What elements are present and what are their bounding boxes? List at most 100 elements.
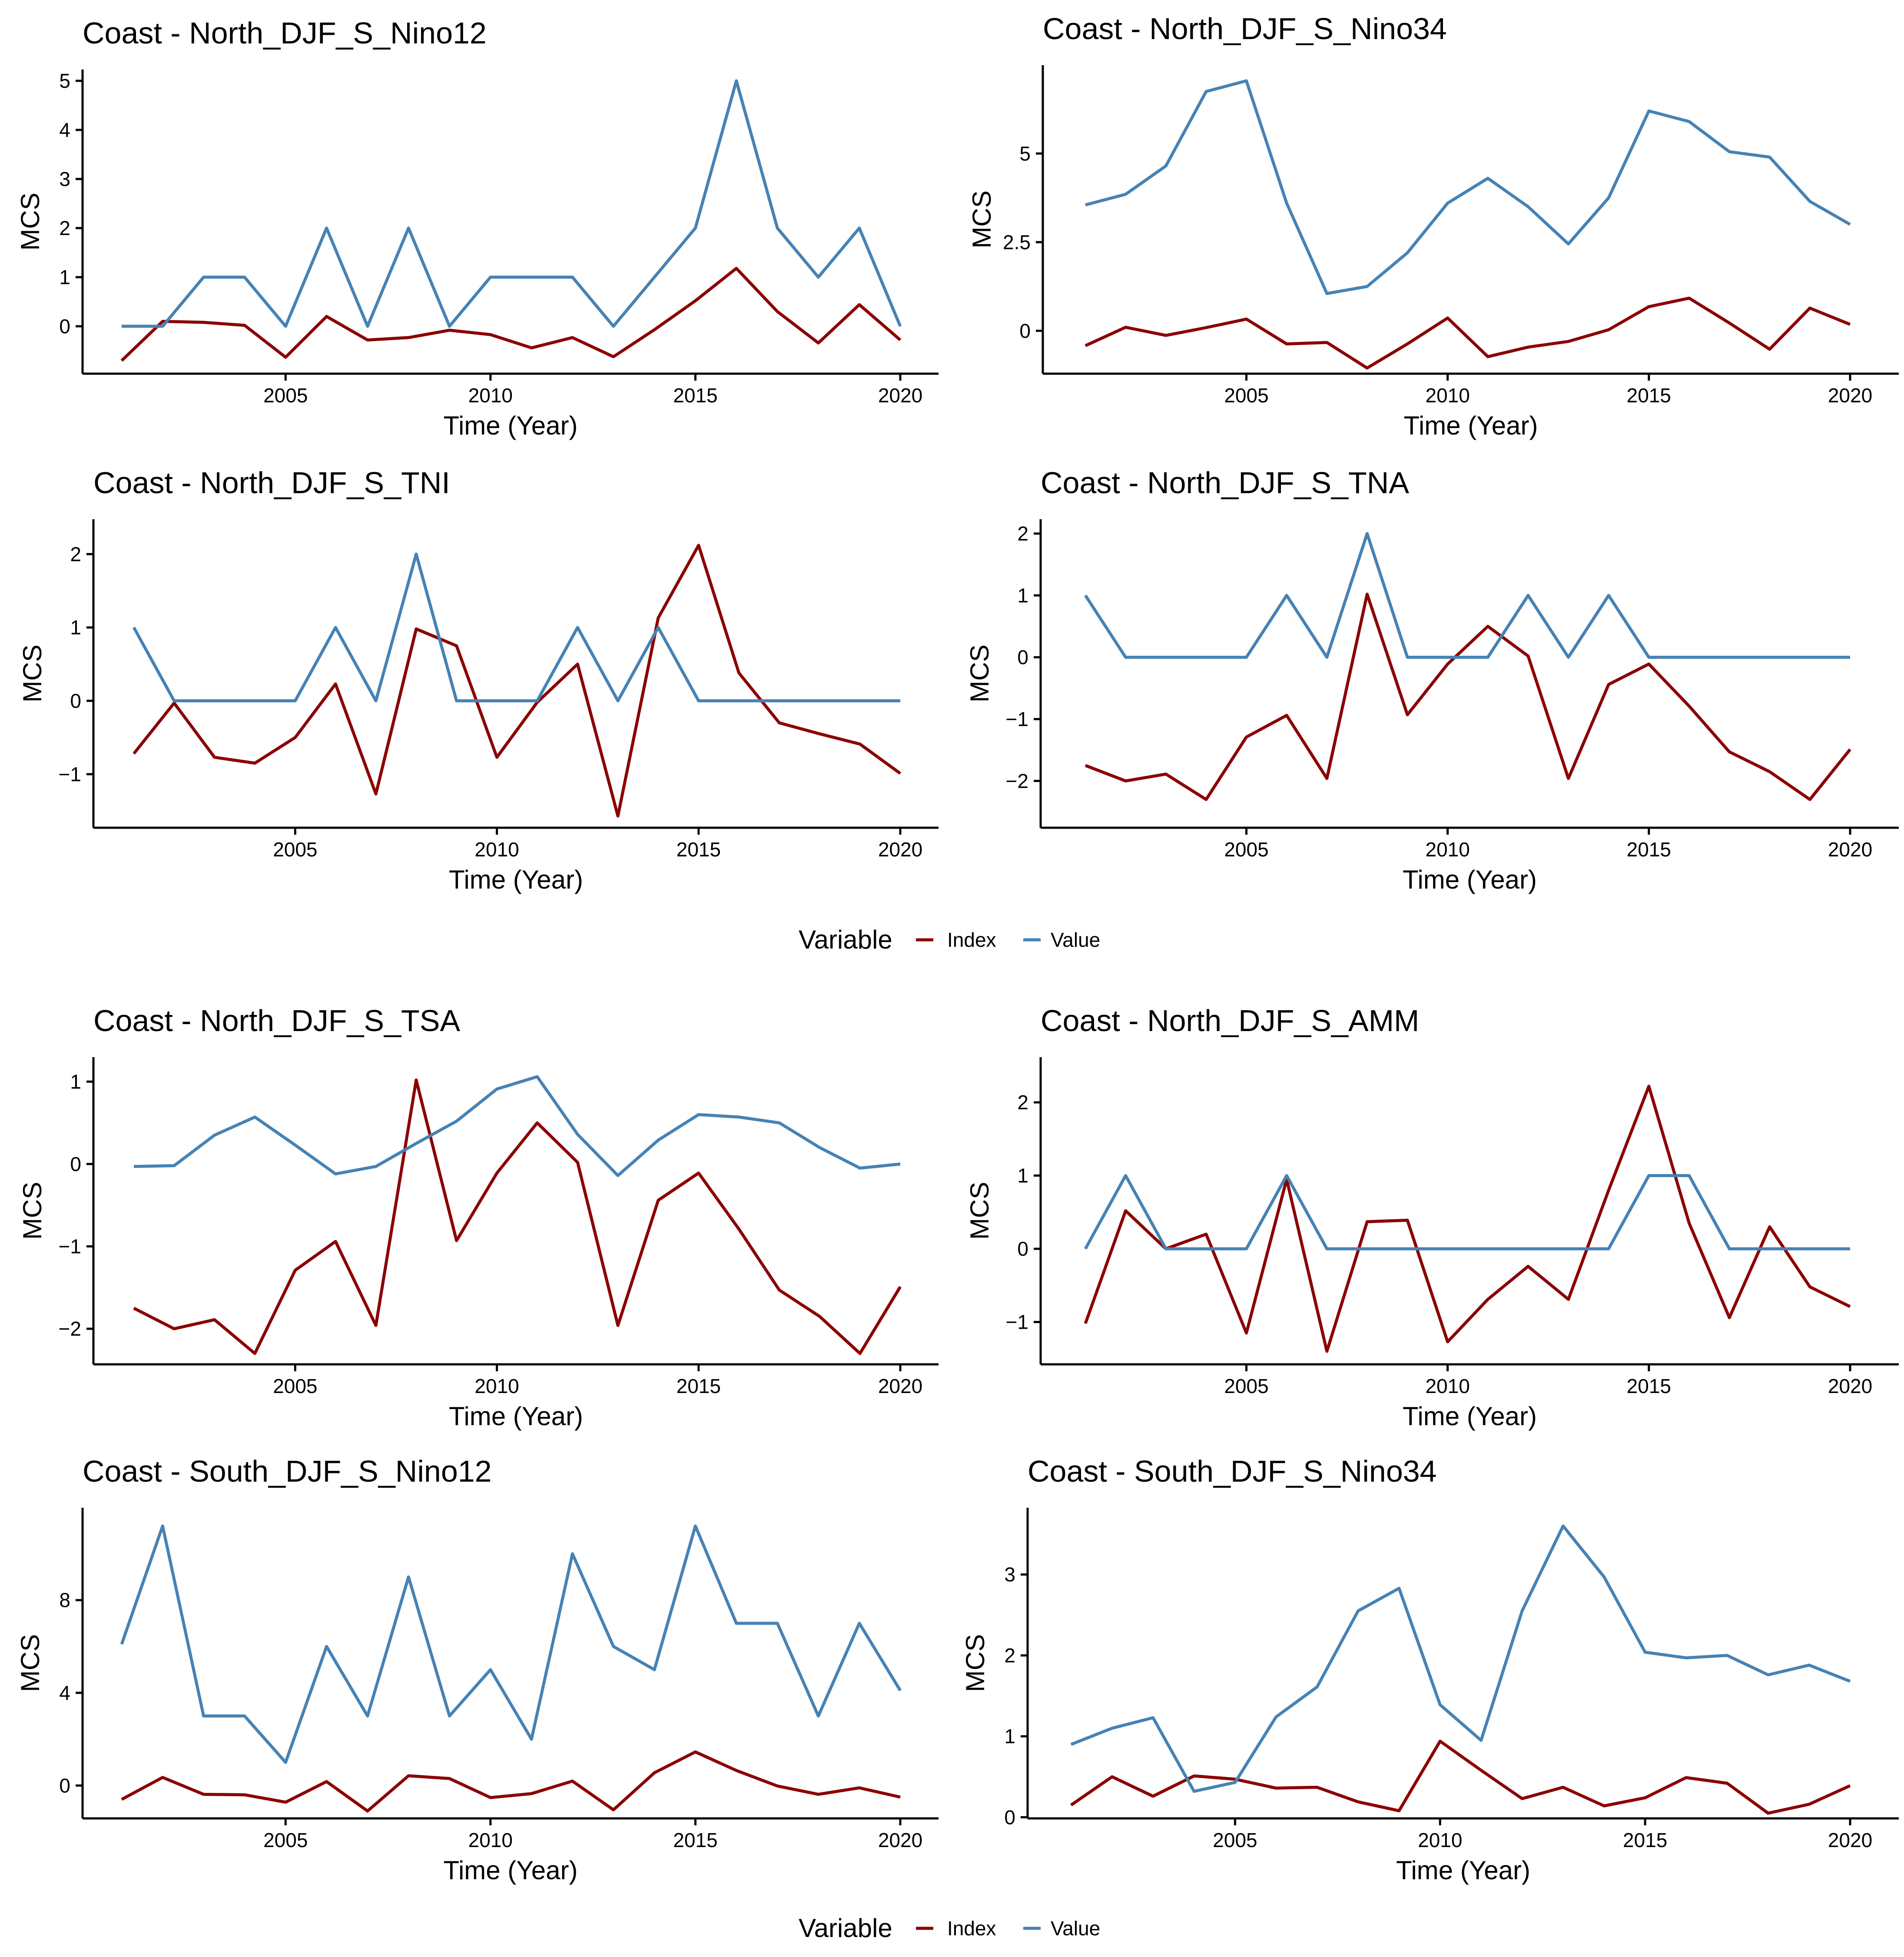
- legend-label-index: Index: [947, 929, 996, 951]
- y-tick-label: 5: [1019, 142, 1031, 165]
- x-tick-label: 2010: [1426, 384, 1470, 407]
- y-tick-label: 0: [1004, 1806, 1015, 1828]
- x-tick-label: 2010: [474, 1375, 519, 1397]
- y-tick-label: 0: [70, 690, 81, 712]
- x-tick-label: 2020: [1828, 1829, 1872, 1851]
- y-tick-label: −1: [1006, 1311, 1028, 1333]
- x-tick-label: 2010: [474, 838, 519, 861]
- panel-title: Coast - South_DJF_S_Nino12: [83, 1454, 492, 1488]
- y-tick-label: 2: [59, 217, 70, 239]
- y-axis-label: MCS: [965, 644, 994, 702]
- y-tick-label: 0: [1017, 1237, 1028, 1260]
- y-tick-label: −2: [1006, 770, 1028, 792]
- panel-coast-north-djf-s-tni: Coast - North_DJF_S_TNI −1 0 1 2 2005 2010 2015…: [18, 466, 939, 894]
- y-tick-label: −1: [1006, 708, 1028, 730]
- y-tick-label: 1: [1004, 1725, 1015, 1748]
- y-tick-label: −2: [59, 1317, 81, 1340]
- y-tick-label: 0: [59, 1774, 70, 1797]
- y-tick-label: 2: [1017, 1091, 1028, 1114]
- panel-title: Coast - North_DJF_S_Nino12: [83, 16, 487, 50]
- x-tick-label: 2010: [1426, 838, 1470, 861]
- legend: Variable Index Value: [799, 925, 1100, 954]
- panel-coast-north-djf-s-tsa: Coast - North_DJF_S_TSA −2 −1 0 1 2005 2010 201…: [18, 1004, 939, 1431]
- y-tick-label: 4: [59, 1682, 70, 1704]
- y-axis-label: MCS: [965, 1182, 994, 1240]
- panel-title: Coast - North_DJF_S_TNA: [1041, 466, 1409, 500]
- x-tick-label: 2020: [878, 838, 922, 861]
- y-tick-label: 0: [70, 1153, 81, 1175]
- panel-title: Coast - North_DJF_S_AMM: [1041, 1004, 1419, 1038]
- x-tick-label: 2005: [1224, 384, 1268, 407]
- y-tick-label: 2: [1017, 522, 1028, 545]
- y-tick-label: 1: [70, 1070, 81, 1093]
- x-tick-label: 2010: [1426, 1375, 1470, 1397]
- x-axis-label: Time (Year): [444, 411, 578, 440]
- y-tick-label: 1: [59, 266, 70, 289]
- legend-label-value: Value: [1051, 1917, 1100, 1940]
- x-axis-label: Time (Year): [449, 865, 583, 894]
- series-line-index: [1070, 1739, 1851, 1815]
- y-tick-label: 0: [1019, 319, 1031, 342]
- x-tick-label: 2005: [263, 1829, 308, 1851]
- series-line-index: [1084, 1085, 1851, 1353]
- y-tick-label: 1: [1017, 1164, 1028, 1187]
- x-tick-label: 2010: [468, 384, 513, 407]
- x-tick-label: 2015: [677, 1375, 721, 1397]
- x-tick-label: 2020: [1828, 1375, 1872, 1397]
- series-line-value: [120, 1524, 902, 1764]
- legend-label-index: Index: [947, 1917, 996, 1940]
- legend-label-value: Value: [1051, 929, 1100, 951]
- panel-coast-north-djf-s-nino12: Coast - North_DJF_S_Nino12 0 1 2 3 4 5 2005 2010…: [16, 16, 939, 440]
- series-line-value: [132, 552, 900, 703]
- series-line-value: [1084, 1174, 1850, 1250]
- series-line-value: [122, 79, 902, 328]
- panel-coast-south-djf-s-nino34: Coast - South_DJF_S_Nino34 0 1 2 3 2005 2010 20…: [961, 1454, 1899, 1885]
- series-line-index: [133, 1078, 902, 1355]
- series-line-index: [120, 267, 902, 362]
- x-tick-label: 2005: [1224, 838, 1268, 861]
- y-tick-label: 0: [59, 315, 70, 338]
- panel-coast-north-djf-s-nino34: Coast - North_DJF_S_Nino34 0 2.5 5 2005 2010 2…: [967, 12, 1899, 440]
- y-axis-label: MCS: [16, 1634, 45, 1692]
- panel-coast-north-djf-s-tna: Coast - North_DJF_S_TNA −2 −1 0 1 2 2005 2010 20…: [965, 466, 1899, 894]
- x-tick-label: 2010: [468, 1829, 513, 1851]
- x-axis-label: Time (Year): [1403, 1402, 1537, 1431]
- y-tick-label: 1: [1017, 584, 1028, 607]
- x-tick-label: 2015: [1627, 838, 1671, 861]
- y-tick-label: 8: [59, 1589, 70, 1612]
- panel-title: Coast - South_DJF_S_Nino34: [1028, 1454, 1437, 1488]
- x-tick-label: 2015: [1627, 384, 1671, 407]
- x-axis-label: Time (Year): [444, 1856, 578, 1885]
- y-tick-label: 3: [59, 168, 70, 190]
- y-tick-label: 2: [70, 543, 81, 565]
- legend-title: Variable: [799, 1914, 892, 1943]
- series-line-index: [1085, 593, 1851, 801]
- x-tick-label: 2010: [1418, 1829, 1462, 1851]
- x-tick-label: 2015: [1627, 1375, 1671, 1397]
- x-tick-label: 2020: [878, 1375, 922, 1397]
- panel-title: Coast - North_DJF_S_Nino34: [1043, 12, 1447, 46]
- panel-title: Coast - North_DJF_S_TNI: [93, 466, 450, 500]
- y-tick-label: −1: [59, 1235, 81, 1258]
- series-line-index: [1085, 296, 1851, 370]
- x-axis-label: Time (Year): [1396, 1856, 1530, 1885]
- y-tick-label: 5: [59, 70, 70, 92]
- y-tick-label: 1: [70, 616, 81, 639]
- panel-coast-south-djf-s-nino12: Coast - South_DJF_S_Nino12 0 4 8 2005 2010 201…: [16, 1454, 939, 1885]
- x-tick-label: 2005: [263, 384, 308, 407]
- series-line-value: [1070, 1524, 1851, 1793]
- legend: Variable Index Value: [799, 1914, 1100, 1943]
- x-tick-label: 2015: [673, 1829, 717, 1851]
- x-tick-label: 2015: [673, 384, 717, 407]
- series-line-value: [1085, 79, 1851, 295]
- legend-title: Variable: [799, 925, 892, 954]
- y-tick-label: 2.5: [1003, 231, 1031, 253]
- y-tick-label: −1: [59, 763, 81, 786]
- y-tick-label: 3: [1004, 1563, 1015, 1586]
- x-tick-label: 2015: [1623, 1829, 1667, 1851]
- x-tick-label: 2005: [273, 1375, 317, 1397]
- panel-coast-north-djf-s-amm: Coast - North_DJF_S_AMM −1 0 1 2 2005 2010 2015…: [965, 1004, 1899, 1431]
- y-tick-label: 0: [1017, 646, 1028, 669]
- x-tick-label: 2020: [878, 384, 922, 407]
